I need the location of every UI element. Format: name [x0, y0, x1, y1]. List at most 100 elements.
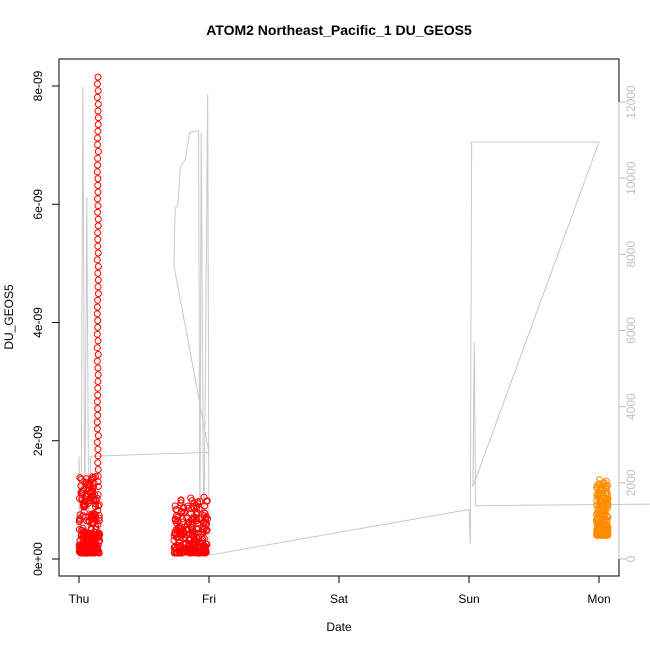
data-point	[191, 538, 199, 546]
data-point	[93, 168, 101, 176]
data-point	[94, 317, 102, 325]
data-point	[90, 480, 98, 487]
data-point	[94, 181, 102, 189]
x-tick-label: Thu	[69, 592, 90, 606]
data-point	[601, 524, 609, 532]
data-point	[174, 517, 182, 525]
data-point	[93, 310, 101, 318]
data-point	[186, 549, 194, 557]
data-point	[93, 344, 101, 352]
data-point	[198, 528, 206, 536]
y-left-tick-label: 0e+00	[31, 542, 45, 576]
data-point	[93, 438, 101, 446]
data-point	[94, 134, 101, 142]
data-point	[171, 529, 179, 537]
data-point	[594, 517, 602, 525]
altitude-line-layer	[78, 86, 650, 559]
data-point	[94, 121, 102, 128]
data-point	[178, 508, 186, 516]
data-point	[79, 537, 87, 545]
data-point	[77, 475, 85, 483]
data-point	[94, 107, 102, 115]
data-point	[92, 516, 100, 524]
data-point	[181, 508, 189, 516]
data-point	[188, 524, 196, 532]
data-point	[94, 222, 102, 230]
x-tick-label: Sun	[458, 592, 479, 606]
data-point	[171, 502, 179, 510]
data-point	[76, 545, 84, 553]
data-point	[170, 532, 178, 540]
data-point	[173, 506, 180, 513]
data-point	[197, 538, 204, 546]
data-point	[91, 503, 99, 511]
data-point	[94, 195, 101, 203]
y-right-tick-label: 8000	[624, 241, 638, 268]
data-point	[90, 515, 98, 523]
x-tick-label: Mon	[587, 592, 610, 606]
y-left-tick-label: 6e-09	[31, 189, 45, 220]
data-point	[94, 269, 102, 277]
data-point	[88, 475, 96, 483]
data-point	[190, 500, 198, 508]
y-axis-left: 0e+00 2e-09 4e-09 6e-09 8e-09	[31, 70, 60, 576]
data-point	[95, 531, 103, 539]
data-point	[76, 474, 84, 482]
data-point	[94, 154, 102, 162]
data-point	[189, 531, 197, 539]
data-point	[94, 148, 102, 155]
data-point	[94, 175, 102, 183]
y-left-tick-label: 4e-09	[31, 307, 45, 338]
data-point	[600, 523, 608, 531]
data-point	[88, 544, 95, 552]
x-axis-label: Date	[326, 620, 352, 634]
data-point	[185, 519, 192, 527]
data-point	[93, 80, 101, 88]
data-point	[172, 512, 180, 520]
data-point	[92, 523, 100, 531]
data-point	[94, 202, 102, 210]
data-point	[93, 398, 101, 406]
data-point	[94, 337, 102, 345]
data-point	[93, 425, 101, 433]
data-point	[202, 527, 210, 535]
data-point	[94, 229, 102, 237]
chart-title: ATOM2 Northeast_Pacific_1 DU_GEOS5	[206, 22, 472, 38]
data-point	[183, 514, 191, 522]
x-axis: Thu Fri Sat Sun Mon	[69, 575, 611, 606]
data-point	[604, 531, 612, 539]
data-point	[94, 263, 102, 270]
data-point	[94, 445, 102, 453]
y-axis-right: 0 2000 4000 6000 8000 10000 12000	[618, 85, 638, 562]
altitude-line	[78, 86, 650, 559]
y-right-tick-label: 2000	[624, 469, 638, 496]
x-tick-label: Fri	[202, 592, 216, 606]
data-point	[203, 513, 210, 521]
data-point	[94, 432, 102, 440]
data-point	[190, 532, 198, 540]
data-point	[194, 500, 202, 508]
data-point	[602, 485, 610, 493]
data-point	[78, 496, 86, 504]
data-point	[87, 490, 95, 498]
data-point	[171, 517, 179, 525]
data-point	[76, 511, 84, 519]
data-point	[93, 418, 101, 426]
data-point	[79, 487, 87, 495]
data-point	[192, 517, 200, 525]
data-point	[82, 478, 90, 486]
x-tick-label: Sat	[330, 592, 349, 606]
data-point	[94, 141, 101, 149]
data-point	[94, 215, 102, 223]
data-point	[174, 549, 182, 557]
data-point	[94, 459, 102, 467]
data-point	[94, 73, 102, 81]
data-point	[201, 502, 209, 510]
data-point	[78, 526, 86, 534]
data-point	[94, 249, 102, 257]
data-point	[90, 483, 97, 491]
y-axis-label: DU_GEOS5	[2, 284, 16, 350]
data-point	[93, 256, 101, 264]
data-points-layer	[75, 73, 612, 557]
data-point	[94, 236, 102, 243]
